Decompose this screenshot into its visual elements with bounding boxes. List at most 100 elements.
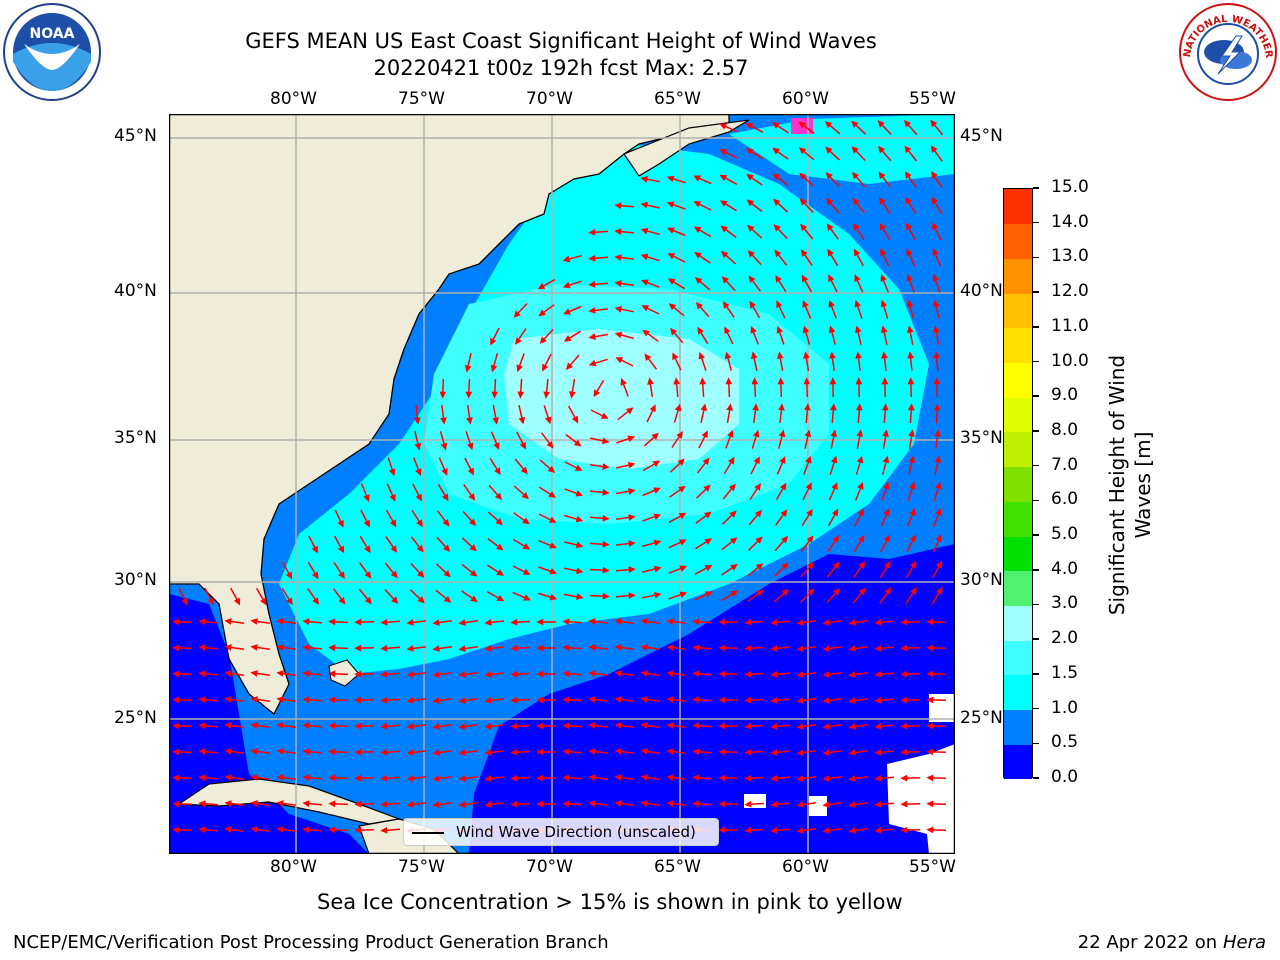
wave-arrow-head bbox=[851, 171, 860, 180]
wave-arrow-head bbox=[588, 748, 596, 755]
wave-arrow-head bbox=[751, 377, 759, 385]
wave-arrow-head bbox=[692, 644, 700, 652]
wave-arrow-head bbox=[874, 748, 882, 756]
wave-arrow-head bbox=[641, 305, 650, 312]
wave-arrow-head bbox=[829, 351, 836, 359]
wave-arrow-head bbox=[848, 723, 856, 730]
colorbar-tick-mark bbox=[1033, 673, 1039, 675]
wave-arrow-head bbox=[822, 645, 830, 652]
wave-arrow-head bbox=[930, 145, 938, 154]
wave-arrow-head bbox=[693, 175, 701, 182]
wave-arrow-head bbox=[744, 696, 752, 704]
wave-arrow-head bbox=[666, 670, 674, 677]
wave-arrow-head bbox=[900, 722, 908, 730]
wave-arrow-head bbox=[575, 541, 584, 549]
colorbar-tick-mark bbox=[1033, 430, 1039, 432]
colorbar-segment bbox=[1004, 223, 1032, 259]
wave-arrow-head bbox=[539, 336, 547, 344]
wave-arrow-head bbox=[276, 774, 284, 781]
lat-label-right: 40°N bbox=[960, 281, 1003, 301]
colorbar-label-line2: Waves [m] bbox=[1131, 431, 1155, 539]
wave-arrow-head bbox=[906, 299, 914, 308]
wave-arrow-head bbox=[516, 364, 523, 373]
wave-arrow-head bbox=[543, 391, 550, 399]
colorbar-tick-mark bbox=[1033, 221, 1039, 224]
wave-arrow-head bbox=[563, 308, 571, 315]
wave-arrow-head bbox=[469, 569, 478, 577]
colorbar-tick-label: 3.0 bbox=[1051, 593, 1079, 614]
wave-arrow-head bbox=[926, 800, 934, 808]
lat-label-left: 35°N bbox=[114, 428, 157, 448]
wave-arrow-head bbox=[744, 644, 752, 652]
colorbar-tick-mark bbox=[1033, 499, 1039, 502]
wave-arrow-head bbox=[752, 429, 760, 438]
wave-arrow-head bbox=[932, 248, 939, 256]
wave-arrow-head bbox=[513, 310, 521, 318]
wave-arrow-head bbox=[754, 483, 761, 491]
wave-arrow-head bbox=[653, 513, 662, 520]
wave-arrow-head bbox=[908, 481, 916, 490]
colorbar-segment bbox=[1004, 293, 1032, 329]
lat-label-left: 25°N bbox=[114, 708, 157, 728]
wave-arrow-head bbox=[796, 749, 804, 756]
wave-arrow-head bbox=[855, 377, 863, 385]
wave-arrow-head bbox=[799, 198, 807, 206]
wave-arrow-head bbox=[926, 618, 934, 626]
wave-arrow-head bbox=[855, 351, 862, 359]
wave-arrow-head bbox=[536, 644, 544, 652]
run-date-text: 22 Apr 2022 on bbox=[1077, 932, 1223, 953]
bahamas-island bbox=[328, 659, 360, 687]
wave-arrow-head bbox=[874, 644, 882, 652]
wave-arrow-head bbox=[565, 362, 573, 370]
wave-arrow-head bbox=[746, 173, 754, 181]
colorbar-segment bbox=[1004, 640, 1032, 676]
lon-label-bottom: 75°W bbox=[398, 857, 445, 877]
wave-arrow-head bbox=[745, 148, 754, 155]
wave-arrow-head bbox=[442, 518, 450, 527]
wave-arrow-head bbox=[692, 670, 700, 678]
wave-arrow-head bbox=[380, 644, 388, 652]
wave-arrow-head bbox=[311, 571, 319, 580]
wave-arrow-head bbox=[936, 586, 943, 595]
wave-arrow-head bbox=[364, 545, 371, 554]
colorbar-segment bbox=[1004, 536, 1032, 572]
wave-arrow-head bbox=[718, 800, 726, 808]
wave-arrow-head bbox=[224, 618, 232, 625]
wave-arrow-head bbox=[562, 670, 570, 678]
wave-arrow-head bbox=[770, 801, 778, 808]
wave-arrow-head bbox=[276, 696, 284, 703]
wave-arrow-head bbox=[522, 542, 531, 550]
wave-arrow-head bbox=[640, 175, 648, 183]
wave-arrow-head bbox=[679, 591, 688, 598]
wave-arrow-head bbox=[730, 590, 739, 598]
wave-arrow-head bbox=[588, 722, 596, 729]
wave-arrow-head bbox=[773, 198, 781, 207]
wave-arrow-head bbox=[693, 226, 702, 233]
wave-arrow-head bbox=[484, 619, 492, 626]
wave-arrow-head bbox=[857, 534, 865, 543]
wave-arrow-head bbox=[874, 774, 882, 782]
wave-arrow-head bbox=[198, 696, 206, 703]
wave-arrow-head bbox=[172, 826, 180, 834]
wave-arrow-head bbox=[354, 696, 362, 704]
wave-arrow-head bbox=[588, 333, 596, 340]
wave-arrow-head bbox=[831, 508, 839, 517]
wave-arrow-head bbox=[833, 588, 841, 596]
wave-arrow-head bbox=[493, 442, 500, 450]
wave-arrow-head bbox=[727, 429, 734, 438]
wave-arrow-head bbox=[878, 171, 886, 180]
wave-arrow-head bbox=[824, 121, 833, 129]
wave-arrow-head bbox=[640, 201, 649, 209]
wave-arrow-head bbox=[704, 564, 713, 572]
wave-arrow-head bbox=[830, 455, 838, 464]
wave-arrow-head bbox=[602, 540, 610, 548]
wave-arrow-head bbox=[390, 545, 398, 553]
colorbar-tick-mark bbox=[1033, 464, 1039, 467]
wave-arrow-head bbox=[510, 748, 518, 756]
wave-arrow-head bbox=[676, 431, 683, 439]
no-data-region bbox=[887, 744, 955, 854]
wave-arrow-head bbox=[780, 509, 788, 517]
lon-label-bottom: 70°W bbox=[526, 857, 573, 877]
wave-arrow-head bbox=[744, 748, 752, 756]
wave-arrow-head bbox=[416, 519, 423, 528]
